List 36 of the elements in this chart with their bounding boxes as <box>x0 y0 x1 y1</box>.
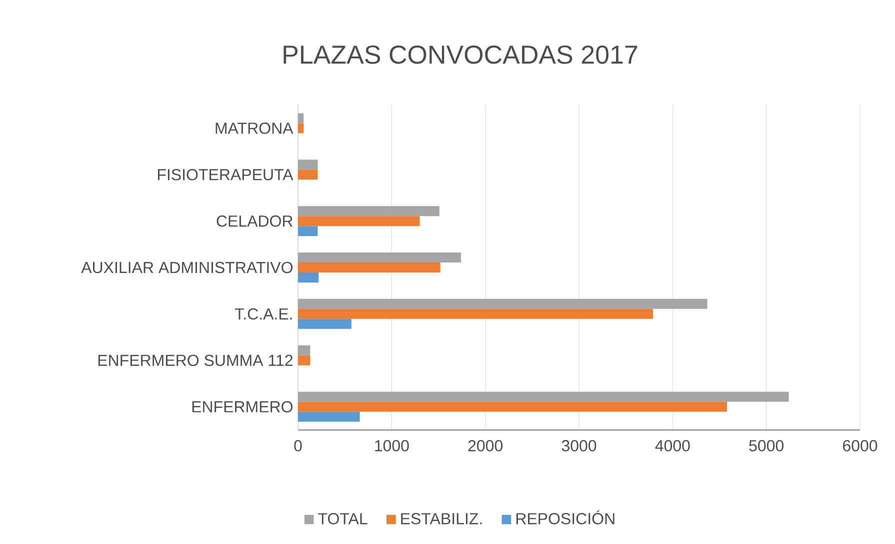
bar <box>298 216 420 226</box>
bar <box>298 160 318 170</box>
y-tick-label: ENFERMERO <box>192 401 293 412</box>
bar <box>298 308 653 319</box>
y-tick-label: AUXILIAR ADMINISTRATIVO <box>81 262 293 274</box>
bar <box>298 123 304 134</box>
y-tick-label: MATRONA <box>216 122 294 134</box>
x-tick-label: 1000 <box>375 440 409 452</box>
bar <box>298 170 318 180</box>
y-tick-label: FISIOTERAPEUTA <box>158 168 294 180</box>
x-tick-label: 0 <box>294 440 302 452</box>
bar <box>298 252 461 263</box>
bar <box>298 272 319 283</box>
y-tick-label: CELADOR <box>216 215 293 227</box>
bar <box>298 262 440 273</box>
bar <box>298 298 708 309</box>
x-tick-label: 6000 <box>843 440 878 452</box>
bar <box>298 412 360 422</box>
bar <box>298 392 789 402</box>
bar <box>298 206 440 216</box>
legend-label: REPOSICIÓN <box>516 510 614 524</box>
bar <box>298 355 310 366</box>
bar <box>298 402 727 412</box>
bar <box>298 226 318 236</box>
bar <box>298 345 310 356</box>
legend-label: TOTAL <box>318 513 368 524</box>
chart-title: PLAZAS CONVOCADAS 2017 <box>284 45 638 64</box>
bar <box>298 113 304 124</box>
x-tick-label: 3000 <box>562 440 596 452</box>
bar <box>298 318 352 329</box>
x-tick-label: 5000 <box>749 440 784 452</box>
x-tick-label: 4000 <box>655 440 690 452</box>
legend-label: ESTABILIZ. <box>401 513 482 524</box>
y-tick-label: ENFERMERO SUMMA 112 <box>98 354 292 366</box>
x-tick-label: 2000 <box>468 440 503 452</box>
y-tick-label: T.C.A.E. <box>234 308 292 320</box>
